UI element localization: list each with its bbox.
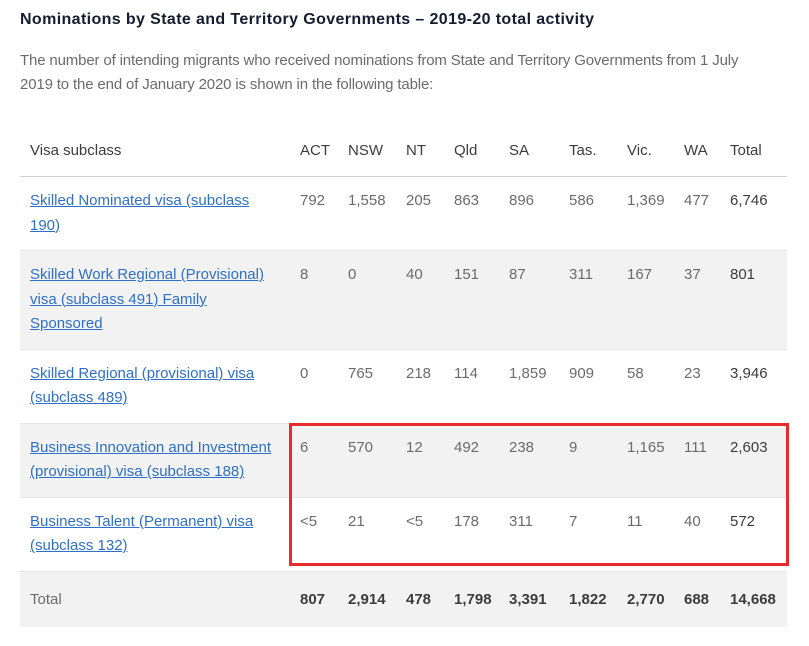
value-cell: 311 [559,250,617,350]
total-value-cell: 2,770 [617,570,674,628]
table-row: Skilled Nominated visa (subclass 190) 792… [20,176,787,252]
value-cell: 896 [499,176,559,252]
grand-total-cell: 14,668 [720,570,787,628]
nominations-table: Visa subclass ACT NSW NT Qld SA Tas. Vic. WA Tota… [20,127,787,628]
visa-subclass-cell: Skilled Nominated visa (subclass 190) [20,176,290,252]
value-cell: 37 [674,250,720,350]
column-header-wa: WA [674,127,720,178]
value-cell: 11 [617,497,674,572]
value-cell: 87 [499,250,559,350]
total-value-cell: 688 [674,570,720,628]
page-title: Nominations by State and Territory Gover… [20,11,595,28]
visa-subclass-cell: Business Talent (Permanent) visa (subcla… [20,497,290,572]
value-cell: 40 [396,250,444,350]
column-header-vic: Vic. [617,127,674,178]
value-cell: 492 [444,423,499,498]
total-value-cell: 478 [396,570,444,628]
value-cell: 1,369 [617,176,674,252]
column-header-tas: Tas. [559,127,617,178]
row-total-cell: 6,746 [720,176,787,252]
visa-subclass-link[interactable]: Skilled Nominated visa (subclass 190) [30,192,250,234]
page: Nominations by State and Territory Gover… [20,11,787,628]
value-cell: 23 [674,349,720,424]
column-header-nsw: NSW [338,127,396,178]
column-header-total: Total [720,127,787,178]
value-cell: 9 [559,423,617,498]
visa-subclass-link[interactable]: Skilled Work Regional (Provisional) visa… [30,266,264,333]
value-cell: 167 [617,250,674,350]
row-total-cell: 2,603 [720,423,787,498]
value-cell: 114 [444,349,499,424]
value-cell: 863 [444,176,499,252]
row-total-cell: 3,946 [720,349,787,424]
value-cell: 1,165 [617,423,674,498]
total-value-cell: 807 [290,570,338,628]
table-row: Skilled Work Regional (Provisional) visa… [20,250,787,350]
value-cell: 12 [396,423,444,498]
value-cell: 1,558 [338,176,396,252]
value-cell: 0 [338,250,396,350]
column-header-sa: SA [499,127,559,178]
column-header-qld: Qld [444,127,499,178]
column-header-nt: NT [396,127,444,178]
value-cell: 21 [338,497,396,572]
value-cell: 8 [290,250,338,350]
value-cell: 0 [290,349,338,424]
visa-subclass-cell: Skilled Regional (provisional) visa (sub… [20,349,290,424]
value-cell: 111 [674,423,720,498]
value-cell: 238 [499,423,559,498]
header-row: Visa subclass ACT NSW NT Qld SA Tas. Vic. WA Tota… [20,127,787,178]
value-cell: 792 [290,176,338,252]
value-cell: 151 [444,250,499,350]
intro-paragraph: The number of intending migrants who rec… [20,52,739,94]
value-cell: 178 [444,497,499,572]
row-total-cell: 572 [720,497,787,572]
total-value-cell: 1,822 [559,570,617,628]
column-header-visa-subclass: Visa subclass [20,127,290,178]
total-row: Total 807 2,914 478 1,798 3,391 1,822 2,770 688 1… [20,570,787,628]
value-cell: 40 [674,497,720,572]
visa-subclass-cell: Skilled Work Regional (Provisional) visa… [20,250,290,350]
total-value-cell: 3,391 [499,570,559,628]
visa-subclass-cell: Business Innovation and Investment (prov… [20,423,290,498]
value-cell: 570 [338,423,396,498]
value-cell: 6 [290,423,338,498]
total-value-cell: 2,914 [338,570,396,628]
value-cell: 765 [338,349,396,424]
visa-subclass-link[interactable]: Business Talent (Permanent) visa (subcla… [30,512,254,555]
total-row-label: Total [20,570,290,628]
total-value-cell: 1,798 [444,570,499,628]
table-row: Business Innovation and Investment (prov… [20,423,787,498]
visa-subclass-link[interactable]: Business Innovation and Investment (prov… [30,438,271,481]
visa-subclass-link[interactable]: Skilled Regional (provisional) visa (sub… [30,364,255,407]
value-cell: <5 [290,497,338,572]
value-cell: 477 [674,176,720,252]
value-cell: 58 [617,349,674,424]
table-row: Skilled Regional (provisional) visa (sub… [20,349,787,424]
value-cell: 7 [559,497,617,572]
table-row: Business Talent (Permanent) visa (subcla… [20,497,787,572]
value-cell: <5 [396,497,444,572]
value-cell: 909 [559,349,617,424]
value-cell: 1,859 [499,349,559,424]
column-header-act: ACT [290,127,338,178]
value-cell: 311 [499,497,559,572]
value-cell: 218 [396,349,444,424]
row-total-cell: 801 [720,250,787,350]
value-cell: 586 [559,176,617,252]
value-cell: 205 [396,176,444,252]
